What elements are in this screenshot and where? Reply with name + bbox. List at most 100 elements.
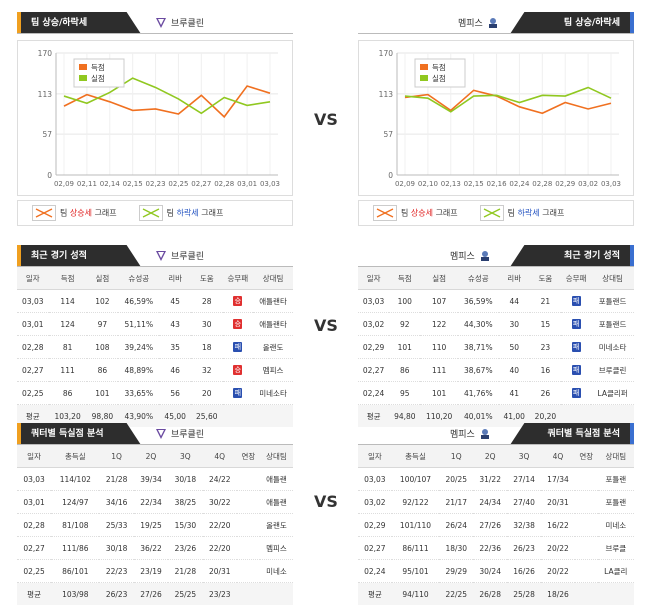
column-header: 상대팀	[260, 445, 293, 468]
table-cell: 21	[530, 290, 561, 313]
average-cell: 평균	[17, 583, 51, 605]
result-badge: 패	[572, 365, 581, 375]
table-cell: 41	[499, 382, 530, 405]
x-tick-label: 02,24	[509, 180, 530, 188]
table-cell: 36/22	[134, 537, 168, 560]
result-badge: 패	[572, 388, 581, 398]
average-cell: 22/25	[439, 583, 473, 605]
y-tick-label: 0	[47, 171, 52, 180]
result-badge: 승	[233, 319, 242, 329]
table-cell: 멤피스	[260, 537, 293, 560]
table-cell: 31/22	[473, 468, 507, 491]
table-cell: 86	[49, 382, 87, 405]
recent-right-title: 최근 경기 성적	[510, 245, 630, 267]
table-cell: 92/122	[392, 491, 440, 514]
average-cell: 103/98	[51, 583, 99, 605]
column-header: 실점	[420, 267, 458, 290]
table-cell: 41,76%	[458, 382, 499, 405]
table-cell: 30/22	[203, 491, 237, 514]
table-cell: 56	[159, 382, 191, 405]
table-cell: 03,02	[358, 491, 392, 514]
down-graph-icon	[139, 205, 163, 221]
table-cell: 39,24%	[118, 336, 159, 359]
x-tick-label: 03,03	[260, 180, 280, 188]
brooklyn-logo-icon	[155, 250, 167, 262]
table-cell: 86/111	[392, 537, 440, 560]
result-cell: 패	[561, 313, 591, 336]
column-header: 득점	[49, 267, 87, 290]
result-cell: 패	[561, 336, 591, 359]
x-tick-label: 02,28	[532, 180, 552, 188]
table-cell: 100	[389, 290, 420, 313]
column-header: 연장	[237, 445, 260, 468]
table-cell: 02,27	[17, 359, 49, 382]
table-cell: 20	[191, 382, 223, 405]
table-cell: 브루클	[598, 537, 634, 560]
column-header: 1Q	[439, 445, 473, 468]
x-tick-label: 03,02	[578, 180, 598, 188]
table-cell	[575, 560, 598, 583]
column-header: 2Q	[134, 445, 168, 468]
table-cell: 03,02	[358, 313, 389, 336]
column-header: 승무패	[561, 267, 591, 290]
quarter-left-team: 브루클린	[171, 427, 204, 440]
result-cell: 패	[223, 336, 254, 359]
table-cell: 27/40	[507, 491, 541, 514]
table-cell: 51,11%	[118, 313, 159, 336]
column-header: 상대팀	[591, 267, 634, 290]
table-cell: 30/24	[473, 560, 507, 583]
table-cell: 35	[159, 336, 191, 359]
trend-left-title: 팀 상승/하락세	[21, 12, 141, 34]
table-cell: 22/23	[99, 560, 133, 583]
result-cell: 패	[561, 382, 591, 405]
table-cell: 95/101	[392, 560, 440, 583]
table-cell: 포틀랜	[598, 468, 634, 491]
table-cell: 27/14	[507, 468, 541, 491]
average-cell	[260, 583, 293, 605]
column-header: 리바	[499, 267, 530, 290]
vs-label-trend: VS	[314, 110, 338, 129]
trend-left-legend: 팀 상승세 그래프 팀 하락세 그래프	[17, 200, 293, 226]
table-cell: 111/86	[51, 537, 99, 560]
table-cell: 32	[191, 359, 223, 382]
table-cell: 102	[87, 290, 119, 313]
table-cell: 포틀랜드	[591, 290, 634, 313]
trend-left-team: 브루클린	[171, 16, 204, 29]
x-tick-label: 02,14	[100, 180, 121, 188]
legend-swatch	[420, 64, 428, 70]
table-cell: 86/101	[51, 560, 99, 583]
y-tick-label: 57	[383, 130, 393, 139]
table-cell: 21/17	[439, 491, 473, 514]
table-cell: 30/18	[99, 537, 133, 560]
table-cell: 03,03	[358, 290, 389, 313]
table-cell: 20/22	[541, 560, 575, 583]
table-cell: 38,71%	[458, 336, 499, 359]
legend-label: 실점	[432, 73, 446, 83]
result-badge: 패	[233, 388, 242, 398]
table-cell: 81	[49, 336, 87, 359]
x-tick-label: 02,29	[555, 180, 575, 188]
table-cell: 02,25	[17, 560, 51, 583]
table-cell: 44	[499, 290, 530, 313]
table-cell: 22/34	[134, 491, 168, 514]
table-cell: LA클리퍼	[591, 382, 634, 405]
table-cell: 36,59%	[458, 290, 499, 313]
table-cell: 02,27	[17, 537, 51, 560]
average-cell: 94/110	[392, 583, 440, 605]
table-cell: 03,01	[17, 313, 49, 336]
x-tick-label: 02,13	[441, 180, 461, 188]
quarter-right-team: 멤피스	[450, 427, 475, 440]
column-header: 3Q	[168, 445, 202, 468]
